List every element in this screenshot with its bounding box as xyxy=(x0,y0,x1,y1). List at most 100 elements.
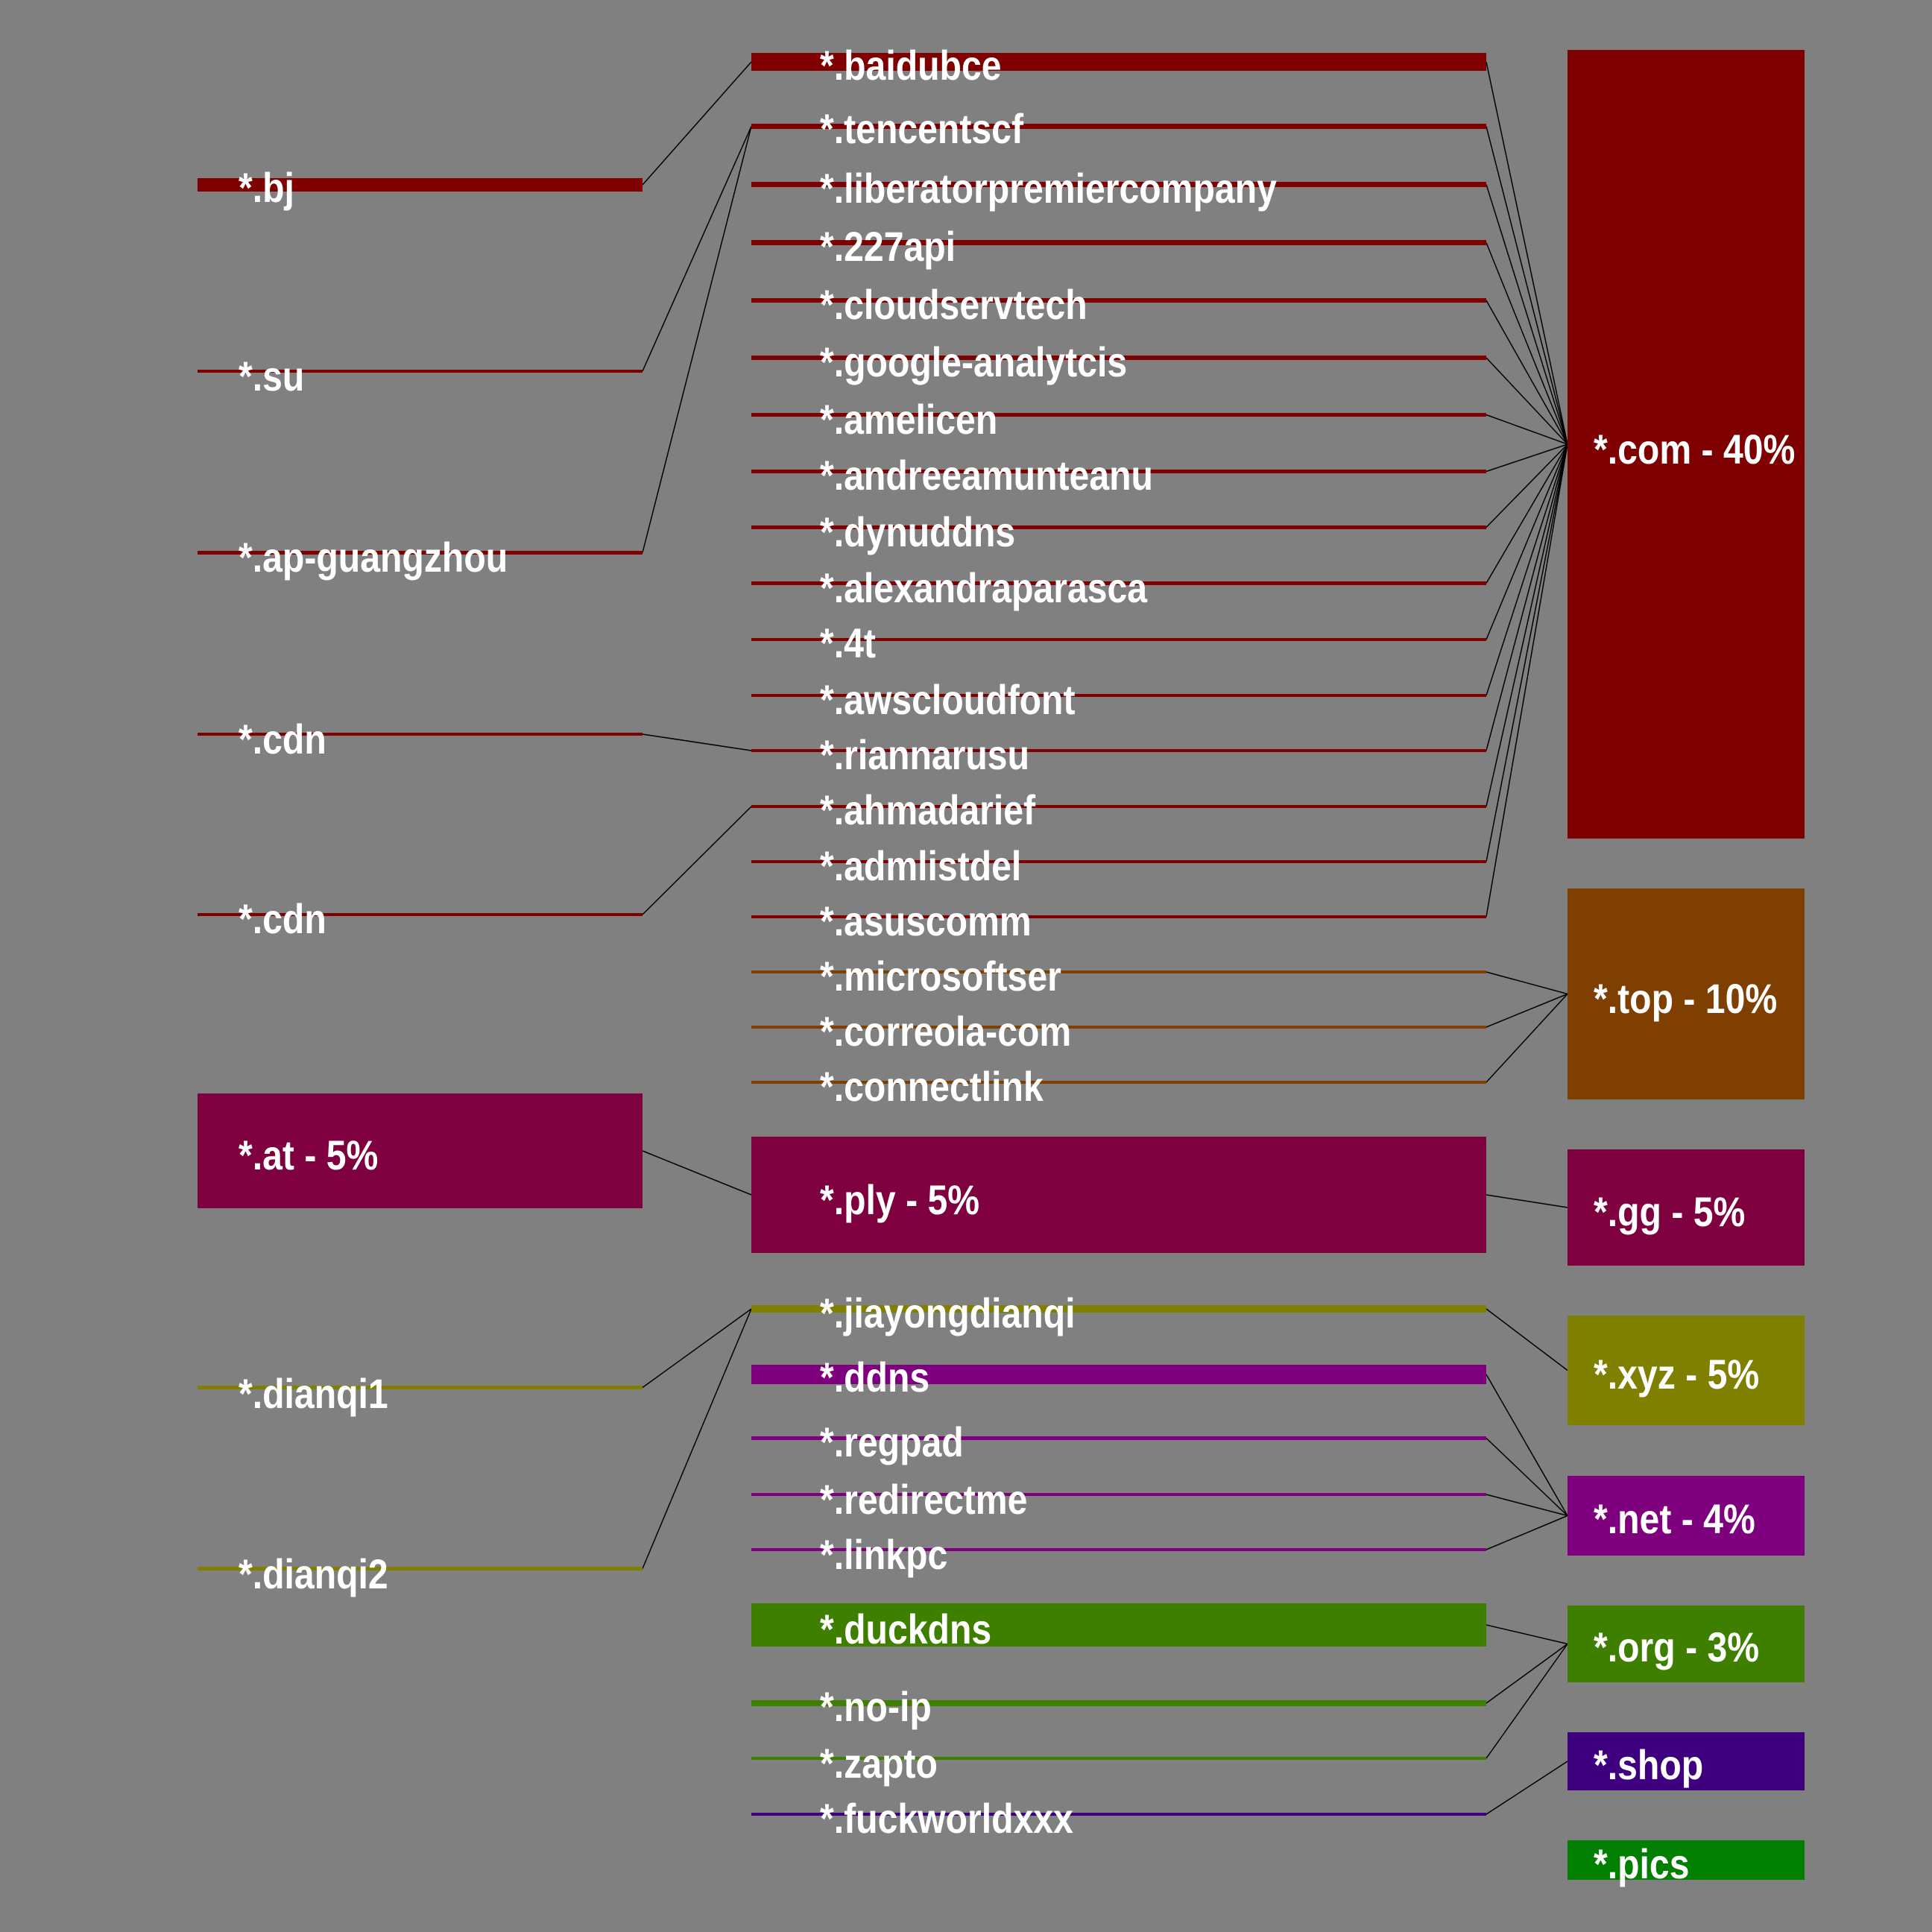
node-label-middle-ply: *.ply - 5% xyxy=(820,1176,980,1223)
node-label-middle-andreea: *.andreeamunteanu xyxy=(820,452,1153,499)
node-bar-middle-awscloudfont xyxy=(751,694,1486,697)
node-label-middle-227api: *.227api xyxy=(820,223,956,270)
link-awscloudfont-com xyxy=(1486,443,1568,696)
node-bar-middle-asuscomm xyxy=(751,915,1486,918)
node-label-middle-noip: *.no-ip xyxy=(820,1683,932,1730)
node-bar-middle-ahmadarief xyxy=(751,805,1486,808)
node-label-middle-fuckworld: *.fuckworldxxx xyxy=(820,1795,1073,1842)
node-bar-middle-zapto xyxy=(751,1757,1486,1760)
node-label-middle-admlistdel: *.admlistdel xyxy=(820,842,1022,889)
node-label-middle-cloudservtech: *.cloudservtech xyxy=(820,281,1087,328)
link-d1-jiayong xyxy=(642,1308,752,1389)
link-227api-com xyxy=(1486,242,1568,445)
node-label-right-xyz: *.xyz - 5% xyxy=(1594,1351,1760,1398)
node-bar-middle-microsoftser xyxy=(751,970,1486,973)
link-amelicen-com xyxy=(1486,414,1568,445)
node-label-right-org: *.org - 3% xyxy=(1594,1623,1760,1670)
node-bar-middle-dynuddns xyxy=(751,525,1486,529)
node-label-middle-tencentscf: *.tencentscf xyxy=(820,105,1023,152)
node-label-left-cdn1: *.cdn xyxy=(239,716,326,763)
node-bar-middle-ply xyxy=(751,1137,1486,1253)
link-at-ply xyxy=(642,1150,752,1196)
node-bar-middle-ddns xyxy=(751,1365,1486,1384)
link-cdn2-ahmadarief xyxy=(642,806,752,915)
node-bar-middle-jiayong xyxy=(751,1305,1486,1313)
link-andreea-com xyxy=(1486,443,1568,473)
link-google-com xyxy=(1486,357,1568,445)
link-d2-jiayong xyxy=(642,1308,752,1569)
node-bar-right-pics xyxy=(1568,1840,1805,1880)
node-label-left-apg: *.ap-guangzhou xyxy=(239,534,508,581)
node-label-right-pics: *.pics xyxy=(1594,1840,1690,1887)
node-bar-left-bj xyxy=(198,178,643,192)
node-bar-middle-227api xyxy=(751,240,1486,245)
node-bar-right-org xyxy=(1568,1606,1805,1682)
node-label-left-d1: *.dianqi1 xyxy=(239,1370,388,1417)
node-label-middle-linkpc: *.linkpc xyxy=(820,1531,948,1578)
node-label-middle-correola: *.correola-com xyxy=(820,1008,1072,1055)
link-ply-gg xyxy=(1486,1194,1568,1208)
link-microsoftser-top xyxy=(1486,971,1568,995)
link-liberator-com xyxy=(1486,184,1568,445)
link-correola-top xyxy=(1486,993,1568,1028)
link-cdn1-riannarusu xyxy=(642,733,752,751)
link-riannarusu-com xyxy=(1486,443,1568,751)
node-label-right-shop: *.shop xyxy=(1594,1741,1704,1788)
node-label-middle-jiayong: *.jiayongdianqi xyxy=(820,1289,1076,1336)
node-bar-left-d2 xyxy=(198,1567,643,1570)
node-bar-right-xyz xyxy=(1568,1316,1805,1425)
link-asuscomm-com xyxy=(1486,443,1568,918)
node-bar-middle-andreea xyxy=(751,470,1486,473)
node-bar-middle-baidubce xyxy=(751,53,1486,71)
node-bar-middle-4t xyxy=(751,638,1486,641)
link-jiayong-xyz xyxy=(1486,1308,1568,1371)
node-label-middle-alexandra: *.alexandraparasca xyxy=(820,564,1148,611)
node-bar-middle-liberator xyxy=(751,182,1486,187)
node-bar-right-top xyxy=(1568,888,1805,1099)
link-admlistdel-com xyxy=(1486,443,1568,862)
node-bar-middle-tencentscf xyxy=(751,124,1486,129)
node-bar-middle-connectlink xyxy=(751,1081,1486,1084)
node-bar-left-cdn2 xyxy=(198,913,643,916)
node-label-left-d2: *.dianqi2 xyxy=(239,1550,388,1597)
link-4t-com xyxy=(1486,443,1568,640)
node-label-middle-redirectme: *.redirectme xyxy=(820,1476,1028,1523)
node-label-right-com: *.com - 40% xyxy=(1594,426,1796,473)
node-label-left-bj: *.bj xyxy=(239,164,294,211)
node-bar-middle-alexandra xyxy=(751,581,1486,585)
node-label-right-gg: *.gg - 5% xyxy=(1594,1188,1746,1235)
link-su-tencentscf xyxy=(642,126,752,372)
node-label-middle-liberator: *.liberatorpremiercompany xyxy=(820,165,1277,212)
node-label-middle-dynuddns: *.dynuddns xyxy=(820,508,1016,555)
node-bar-middle-linkpc xyxy=(751,1548,1486,1551)
node-bar-middle-duckdns xyxy=(751,1603,1486,1647)
node-label-middle-baidubce: *.baidubce xyxy=(820,42,1002,89)
link-bj-baidubce xyxy=(642,61,752,186)
node-bar-right-net xyxy=(1568,1476,1805,1556)
link-ahmadarief-com xyxy=(1486,443,1568,807)
node-label-right-top: *.top - 10% xyxy=(1594,975,1778,1022)
node-bar-left-at xyxy=(198,1093,643,1208)
node-bar-middle-regpad xyxy=(751,1436,1486,1440)
link-tencentscf-com xyxy=(1486,126,1568,445)
node-bar-left-d1 xyxy=(198,1386,643,1389)
node-bar-middle-noip xyxy=(751,1700,1486,1706)
node-label-middle-4t: *.4t xyxy=(820,619,876,666)
node-label-middle-regpad: *.regpad xyxy=(820,1418,964,1465)
link-baidubce-com xyxy=(1486,61,1568,445)
node-label-middle-connectlink: *.connectlink xyxy=(820,1063,1044,1110)
node-bar-right-shop xyxy=(1568,1732,1805,1790)
node-bar-middle-correola xyxy=(751,1026,1486,1029)
node-bar-middle-admlistdel xyxy=(751,860,1486,863)
link-alexandra-com xyxy=(1486,443,1568,584)
node-label-middle-google: *.google-analytcis xyxy=(820,338,1128,385)
link-connectlink-top xyxy=(1486,993,1568,1083)
link-regpad-net xyxy=(1486,1437,1568,1517)
node-label-middle-asuscomm: *.asuscomm xyxy=(820,897,1032,944)
node-label-left-su: *.su xyxy=(239,353,305,400)
link-apg-tencentscf xyxy=(642,126,752,553)
link-duckdns-org xyxy=(1486,1624,1568,1645)
link-redirectme-net xyxy=(1486,1494,1568,1517)
